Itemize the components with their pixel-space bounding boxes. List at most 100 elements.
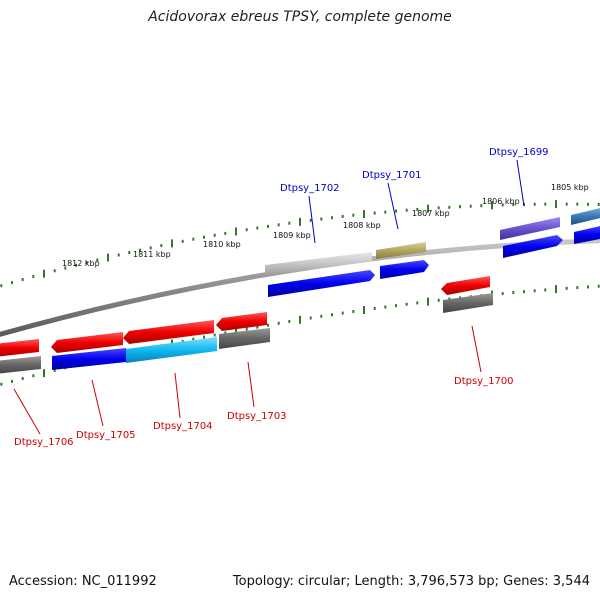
gene-feature-dtpsy-1699[interactable] <box>503 235 563 258</box>
minor-tick <box>149 246 152 250</box>
minor-tick <box>544 288 547 292</box>
tick-label-1812: 1812 kbp <box>62 259 100 268</box>
minor-tick <box>128 251 131 255</box>
genome-title: Acidovorax ebreus TPSY, complete genome <box>148 9 452 25</box>
gene-label-dtpsy-1703[interactable]: Dtpsy_1703 <box>227 411 287 422</box>
gene-feature-dtpsy-1703[interactable] <box>216 312 267 331</box>
gene-feature-dtpsy-1702[interactable] <box>268 270 375 297</box>
minor-tick <box>565 286 568 290</box>
major-tick <box>299 217 301 226</box>
minor-tick <box>203 235 205 239</box>
minor-tick <box>75 263 77 267</box>
major-tick <box>235 327 237 335</box>
major-tick <box>43 269 45 278</box>
minor-tick <box>587 285 589 289</box>
reverse-strand-genes <box>0 276 493 374</box>
minor-tick <box>384 210 387 214</box>
gene-label-dtpsy-1705[interactable]: Dtpsy_1705 <box>76 430 136 441</box>
minor-tick <box>309 218 312 222</box>
minor-tick <box>331 216 333 220</box>
gene-feature-dtpsy-1704[interactable] <box>126 337 217 363</box>
minor-tick <box>21 278 24 281</box>
tick-label-1805: 1805 kbp <box>551 183 589 192</box>
major-tick <box>299 315 301 324</box>
minor-tick <box>523 290 525 294</box>
minor-tick <box>117 253 120 257</box>
gene-label-dtpsy-1702[interactable]: Dtpsy_1702 <box>280 183 340 194</box>
gene-feature[interactable] <box>571 207 600 225</box>
minor-tick <box>373 307 376 310</box>
tick-label-1809: 1809 kbp <box>273 231 311 240</box>
accession-text: Accession: NC_011992 <box>9 574 157 589</box>
minor-tick <box>448 297 451 301</box>
minor-tick <box>331 313 333 317</box>
gene-feature-dtpsy-1705-lower[interactable] <box>52 348 126 370</box>
gene-feature[interactable] <box>574 225 600 244</box>
gene-labels: Dtpsy_1702 Dtpsy_1701 Dtpsy_1699 Dtpsy_1… <box>14 147 549 448</box>
topology-text: Topology: circular; Length: 3,796,573 bp… <box>232 574 590 589</box>
minor-tick <box>96 258 99 262</box>
minor-tick <box>0 284 3 288</box>
minor-tick <box>565 202 568 206</box>
minor-tick <box>181 239 184 243</box>
gene-feature-dtpsy-1700-lower[interactable] <box>443 293 493 313</box>
gene-feature-dtpsy-1704-top[interactable] <box>123 320 214 344</box>
gene-label-dtpsy-1706[interactable]: Dtpsy_1706 <box>14 437 74 448</box>
minor-tick <box>437 206 440 210</box>
gene-feature-dtpsy-1705[interactable] <box>51 332 123 353</box>
minor-tick <box>64 266 67 270</box>
minor-tick <box>213 333 216 337</box>
minor-tick <box>160 244 163 248</box>
label-leader-lines <box>13 159 525 435</box>
major-tick <box>555 200 557 209</box>
minor-tick <box>256 325 259 329</box>
minor-tick <box>267 224 269 228</box>
tick-label-1807: 1807 kbp <box>412 209 450 218</box>
minor-tick <box>224 231 227 235</box>
major-tick <box>171 239 173 248</box>
tick-label-1806: 1806 kbp <box>482 197 520 206</box>
major-tick <box>491 201 493 210</box>
gene-feature-dtpsy-1701[interactable] <box>380 260 429 279</box>
gene-label-dtpsy-1699[interactable]: Dtpsy_1699 <box>489 147 549 158</box>
minor-tick <box>277 321 280 325</box>
minor-tick <box>469 204 472 208</box>
minor-tick <box>533 202 536 206</box>
gene-label-dtpsy-1700[interactable]: Dtpsy_1700 <box>454 376 514 387</box>
gene-feature-dtpsy-1706-lower[interactable] <box>0 356 41 374</box>
minor-tick <box>85 261 88 265</box>
minor-tick <box>11 379 13 383</box>
minor-tick <box>309 316 312 320</box>
minor-tick <box>320 314 323 318</box>
minor-tick <box>437 298 440 302</box>
gene-feature-dtpsy-1699-top[interactable] <box>500 217 560 240</box>
gene-label-dtpsy-1704[interactable]: Dtpsy_1704 <box>153 421 213 432</box>
minor-tick <box>587 202 589 206</box>
minor-tick <box>405 208 408 212</box>
minor-tick <box>597 284 600 288</box>
gene-label-dtpsy-1701[interactable]: Dtpsy_1701 <box>362 170 422 181</box>
minor-tick <box>203 335 205 339</box>
minor-tick <box>341 311 344 315</box>
major-tick <box>43 369 45 378</box>
minor-tick <box>256 226 259 230</box>
minor-tick <box>277 223 280 227</box>
minor-tick <box>0 382 3 386</box>
minor-tick <box>501 292 504 296</box>
gene-feature-dtpsy-1700[interactable] <box>441 276 490 295</box>
gene-feature-dtpsy-1701-top[interactable] <box>376 242 426 259</box>
forward-strand-genes <box>265 207 600 297</box>
inner-tick-track <box>0 284 600 386</box>
minor-tick <box>267 323 269 327</box>
gene-feature-dtpsy-1706[interactable] <box>0 339 39 357</box>
gene-feature[interactable] <box>265 252 372 276</box>
minor-tick <box>341 214 344 218</box>
minor-tick <box>597 203 600 206</box>
minor-tick <box>416 301 419 305</box>
minor-tick <box>288 320 291 323</box>
minor-tick <box>352 310 355 313</box>
gene-feature-dtpsy-1703-lower[interactable] <box>219 328 270 349</box>
minor-tick <box>416 207 419 211</box>
minor-tick <box>352 213 355 217</box>
